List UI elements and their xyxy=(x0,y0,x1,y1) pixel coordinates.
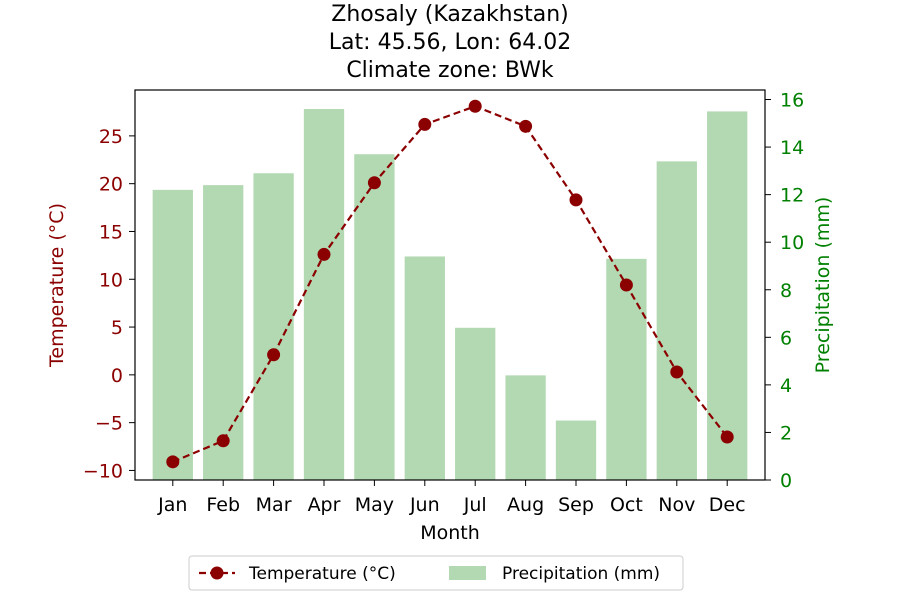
x-tick-label: Jan xyxy=(157,494,187,516)
chart-title: Zhosaly (Kazakhstan) Lat: 45.56, Lon: 64.… xyxy=(329,2,571,83)
left-tick-label: 25 xyxy=(99,126,123,148)
right-axis-label: Precipitation (mm) xyxy=(812,197,834,374)
right-y-axis: 0 2 4 6 8 10 12 14 16 Precipitation (mm) xyxy=(765,90,834,492)
temperature-point xyxy=(670,365,684,379)
x-tick-label: Mar xyxy=(256,494,292,516)
right-tick-label: 10 xyxy=(780,232,804,254)
right-tick-label: 6 xyxy=(780,327,792,349)
x-tick-label: May xyxy=(355,494,394,516)
x-axis: Jan Feb Mar Apr May Jun Jul Aug Sep Oct Nov Dec Mont… xyxy=(157,480,746,544)
temperature-point xyxy=(317,247,331,261)
temperature-point xyxy=(367,176,381,190)
temperature-point xyxy=(418,117,432,131)
legend: Temperature (°C) Precipitation (mm) xyxy=(188,555,684,591)
x-axis-label: Month xyxy=(420,522,480,544)
right-tick-label: 2 xyxy=(780,422,792,444)
x-tick-label: Dec xyxy=(709,494,746,516)
chart-title-line: Zhosaly (Kazakhstan) xyxy=(331,2,568,27)
temperature-point xyxy=(267,348,281,362)
x-tick-label: Sep xyxy=(558,494,594,516)
temperature-point xyxy=(720,430,734,444)
x-tick-label: Aug xyxy=(507,494,544,516)
x-tick-label: Feb xyxy=(206,494,240,516)
left-tick-label: 10 xyxy=(99,269,123,291)
precipitation-bar xyxy=(354,154,395,480)
x-tick-label: Jun xyxy=(409,494,440,516)
left-y-axis: −10 −5 0 5 10 15 20 25 Temperature (°C) xyxy=(46,126,135,482)
x-tick-label: Oct xyxy=(610,494,643,516)
left-tick-label: 5 xyxy=(111,317,123,339)
left-tick-label: 15 xyxy=(99,221,123,243)
legend-temperature-label: Temperature (°C) xyxy=(248,564,396,584)
right-tick-label: 0 xyxy=(780,470,792,492)
precipitation-bar xyxy=(152,189,193,480)
x-tick-label: Nov xyxy=(658,494,695,516)
legend-temperature-marker xyxy=(210,566,224,580)
precipitation-bar xyxy=(656,161,697,480)
chart-title-line: Climate zone: BWk xyxy=(346,58,554,83)
precipitation-bar xyxy=(606,258,647,480)
precipitation-bars xyxy=(152,109,748,481)
temperature-point xyxy=(166,455,180,469)
temperature-point xyxy=(519,119,533,133)
left-tick-label: −10 xyxy=(83,460,123,482)
left-tick-label: 0 xyxy=(111,365,123,387)
precipitation-bar xyxy=(555,420,597,480)
left-tick-label: −5 xyxy=(95,413,123,435)
temperature-point xyxy=(569,193,583,207)
right-tick-label: 16 xyxy=(780,90,804,112)
precipitation-bar xyxy=(404,256,445,480)
legend-precipitation-swatch xyxy=(449,566,486,580)
chart-title-line: Lat: 45.56, Lon: 64.02 xyxy=(329,30,571,55)
precipitation-bar xyxy=(455,327,496,480)
legend-precipitation-label: Precipitation (mm) xyxy=(502,564,660,584)
x-tick-label: Jul xyxy=(463,494,487,516)
precipitation-bar xyxy=(707,111,748,480)
temperature-point xyxy=(619,278,633,292)
precipitation-bar xyxy=(203,185,244,480)
precipitation-bar xyxy=(303,109,345,481)
temperature-point xyxy=(216,434,230,448)
right-tick-label: 8 xyxy=(780,280,792,302)
precipitation-bar xyxy=(505,375,546,480)
precipitation-bar xyxy=(253,173,294,481)
left-axis-label: Temperature (°C) xyxy=(46,203,68,368)
plot-frame xyxy=(134,89,766,481)
temperature-line xyxy=(166,99,734,469)
temperature-line-path xyxy=(172,105,729,463)
right-tick-label: 12 xyxy=(780,185,804,207)
right-tick-label: 14 xyxy=(780,137,804,159)
right-tick-label: 4 xyxy=(780,375,792,397)
x-tick-label: Apr xyxy=(308,494,341,516)
legend-box xyxy=(188,555,684,591)
temperature-point xyxy=(468,99,482,113)
left-tick-label: 20 xyxy=(99,174,123,196)
